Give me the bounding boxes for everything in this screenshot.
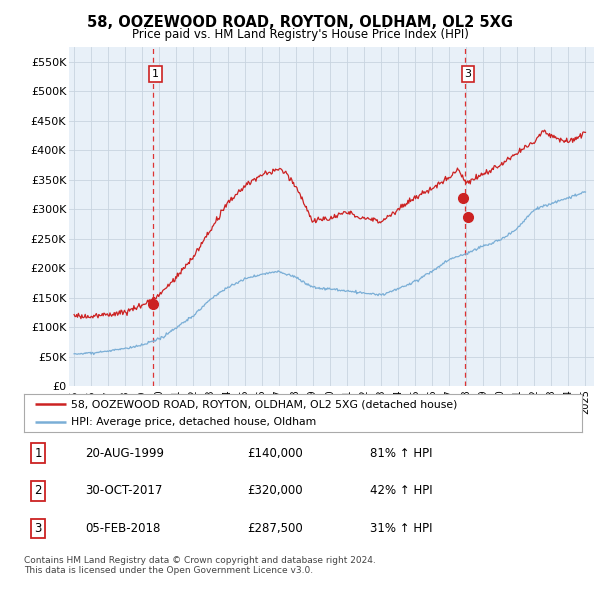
Text: 05-FEB-2018: 05-FEB-2018	[85, 522, 161, 535]
Text: 30-OCT-2017: 30-OCT-2017	[85, 484, 163, 497]
Text: 2: 2	[34, 484, 42, 497]
Text: 81% ↑ HPI: 81% ↑ HPI	[370, 447, 433, 460]
Text: Contains HM Land Registry data © Crown copyright and database right 2024.: Contains HM Land Registry data © Crown c…	[24, 556, 376, 565]
Text: 31% ↑ HPI: 31% ↑ HPI	[370, 522, 433, 535]
Text: 3: 3	[464, 69, 472, 78]
Text: 20-AUG-1999: 20-AUG-1999	[85, 447, 164, 460]
Text: HPI: Average price, detached house, Oldham: HPI: Average price, detached house, Oldh…	[71, 417, 317, 427]
Text: 58, OOZEWOOD ROAD, ROYTON, OLDHAM, OL2 5XG (detached house): 58, OOZEWOOD ROAD, ROYTON, OLDHAM, OL2 5…	[71, 399, 458, 409]
Text: £140,000: £140,000	[247, 447, 303, 460]
Text: 1: 1	[34, 447, 42, 460]
Text: Price paid vs. HM Land Registry's House Price Index (HPI): Price paid vs. HM Land Registry's House …	[131, 28, 469, 41]
Text: 3: 3	[34, 522, 41, 535]
Text: 42% ↑ HPI: 42% ↑ HPI	[370, 484, 433, 497]
Text: £320,000: £320,000	[247, 484, 303, 497]
Text: £287,500: £287,500	[247, 522, 303, 535]
Text: This data is licensed under the Open Government Licence v3.0.: This data is licensed under the Open Gov…	[24, 566, 313, 575]
Text: 58, OOZEWOOD ROAD, ROYTON, OLDHAM, OL2 5XG: 58, OOZEWOOD ROAD, ROYTON, OLDHAM, OL2 5…	[87, 15, 513, 30]
Text: 1: 1	[152, 69, 159, 78]
